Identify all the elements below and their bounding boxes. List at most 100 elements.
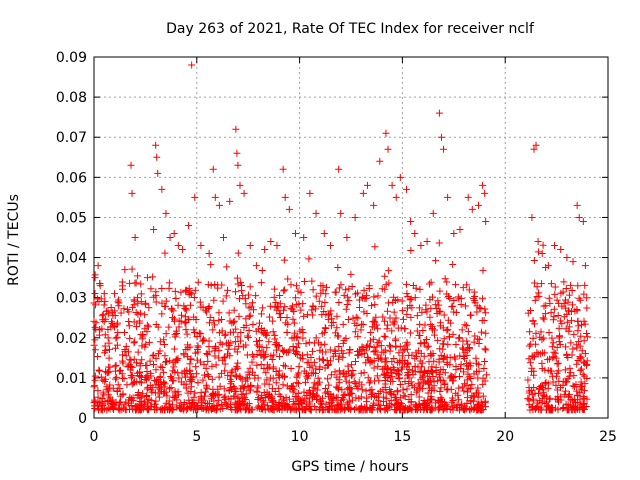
data-point <box>97 373 105 381</box>
data-point <box>150 361 157 369</box>
data-point <box>312 334 320 342</box>
data-point <box>193 345 201 353</box>
data-point <box>322 400 330 408</box>
data-point <box>114 319 122 327</box>
data-point <box>475 340 483 348</box>
data-point <box>468 381 476 389</box>
data-point <box>347 385 355 393</box>
data-point <box>279 346 287 354</box>
data-point <box>380 370 388 378</box>
data-point <box>414 347 422 355</box>
data-point <box>538 365 546 373</box>
data-point <box>413 327 421 335</box>
data-point <box>169 367 177 375</box>
data-point <box>294 287 302 295</box>
data-point <box>583 294 591 302</box>
data-point <box>460 387 468 395</box>
data-point <box>381 285 389 293</box>
data-point <box>450 229 458 237</box>
data-point <box>225 341 233 349</box>
data-point <box>91 301 99 309</box>
data-point <box>444 340 452 348</box>
data-point <box>193 356 201 364</box>
data-point <box>479 392 487 400</box>
data-point <box>232 288 240 296</box>
data-point <box>569 403 577 411</box>
data-point <box>581 380 589 388</box>
data-point <box>222 292 230 300</box>
data-point <box>482 309 490 317</box>
data-point <box>395 371 403 379</box>
data-point <box>378 348 386 356</box>
data-point <box>365 285 373 293</box>
data-point <box>482 329 490 337</box>
data-point <box>573 307 581 315</box>
data-point <box>414 386 422 394</box>
data-point <box>249 320 257 328</box>
data-point <box>381 346 389 354</box>
data-point <box>91 290 99 298</box>
data-point <box>439 398 447 406</box>
data-point <box>443 326 451 334</box>
data-point <box>430 331 438 339</box>
data-point <box>187 383 195 391</box>
data-point <box>244 334 252 342</box>
data-point <box>178 369 186 377</box>
data-point <box>439 366 447 374</box>
data-point <box>177 317 185 325</box>
data-point <box>365 379 373 387</box>
data-point <box>301 278 309 286</box>
data-point <box>315 355 323 363</box>
data-point <box>329 394 337 402</box>
data-point <box>135 317 143 325</box>
data-point <box>312 209 320 217</box>
data-point <box>530 145 538 153</box>
data-point <box>360 286 368 294</box>
data-point <box>480 365 488 373</box>
data-point <box>339 353 347 361</box>
data-point <box>174 301 182 309</box>
x-tick-label: 0 <box>90 429 99 445</box>
data-point <box>139 390 147 398</box>
data-point <box>281 286 289 294</box>
data-point <box>428 368 436 376</box>
data-point <box>152 288 160 296</box>
data-point <box>125 361 133 369</box>
data-point <box>114 329 122 337</box>
data-point <box>215 354 223 362</box>
x-tick-label: 10 <box>291 429 309 445</box>
data-point <box>569 382 577 390</box>
data-point <box>202 381 210 389</box>
data-point <box>249 368 257 376</box>
data-point <box>223 263 231 271</box>
data-point <box>578 383 586 391</box>
data-point <box>424 389 432 397</box>
data-point <box>566 364 574 372</box>
data-point <box>157 406 165 414</box>
data-point <box>126 393 134 401</box>
data-point <box>548 367 556 375</box>
data-point <box>276 291 284 299</box>
data-point <box>467 384 475 392</box>
data-point <box>576 389 584 397</box>
data-point <box>196 298 204 306</box>
data-point <box>263 376 271 384</box>
data-point <box>574 322 582 330</box>
data-point <box>255 402 263 410</box>
y-tick-label: 0.08 <box>56 90 87 106</box>
data-point <box>267 238 275 246</box>
data-point <box>297 306 305 314</box>
data-point <box>234 393 242 401</box>
y-tick-label: 0.05 <box>56 210 87 226</box>
data-point <box>393 387 401 395</box>
data-point <box>191 328 199 336</box>
data-point <box>225 386 233 394</box>
data-point <box>261 380 269 388</box>
data-point <box>243 401 251 409</box>
data-point <box>199 376 207 384</box>
data-point <box>276 352 284 360</box>
data-point <box>335 367 343 375</box>
data-point <box>398 357 406 365</box>
data-point <box>369 335 377 343</box>
data-point <box>577 365 585 373</box>
